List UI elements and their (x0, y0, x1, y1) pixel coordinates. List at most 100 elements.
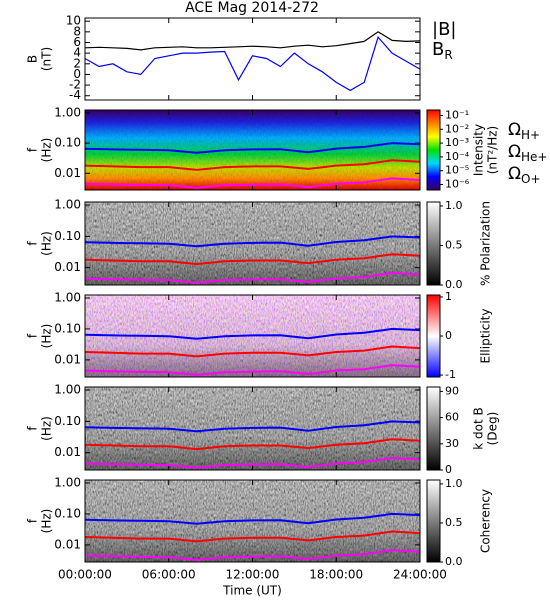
y-tick-label: 2 (73, 56, 81, 70)
legend-name: B (432, 39, 444, 60)
y-axis-title: (Hz) (40, 231, 54, 256)
legend-name: |B| (432, 19, 456, 40)
colorbar (426, 386, 441, 471)
y-tick-label: 1.00 (54, 198, 81, 212)
colorbar-tick-label: 0.5 (445, 516, 463, 529)
plot-frame (84, 201, 421, 286)
series-line (84, 271, 421, 284)
legend-subscript: R (444, 48, 452, 62)
colorbar-tick-label: 10⁻³ (445, 136, 469, 149)
y-axis-title: (Hz) (40, 509, 54, 534)
y-tick-label: 0.01 (54, 537, 81, 551)
y-tick-label: 0.10 (54, 136, 81, 150)
colorbar-title: % Polarization (479, 201, 493, 286)
series-line (84, 159, 421, 171)
plot-frame (84, 109, 421, 191)
y-tick-label: -4 (69, 88, 81, 102)
colorbar-tick-label: 60 (445, 411, 459, 424)
y-axis-title: f (26, 147, 40, 152)
colorbar-title: (nT²/Hz) (486, 126, 500, 174)
x-tick-label: 18:00:00 (309, 568, 363, 582)
y-tick-label: 10 (66, 14, 81, 28)
y-tick-label: 8 (73, 24, 81, 38)
plot-frame (84, 386, 421, 471)
plot-frame (84, 17, 421, 101)
series-line (84, 549, 421, 561)
series-line (84, 31, 421, 51)
y-tick-label: 6 (73, 35, 81, 49)
colorbar (426, 109, 441, 191)
legend-name: Ω (508, 120, 521, 140)
series-line (84, 253, 421, 266)
colorbar-title: k dot B (472, 407, 486, 449)
y-tick-label: 1.00 (54, 475, 81, 489)
series-line (84, 35, 421, 92)
legend-label: ΩO+ (508, 164, 541, 186)
colorbar-tick-label: 0 (445, 329, 452, 342)
y-axis-title: f (26, 426, 40, 431)
y-tick-label: 1.00 (54, 105, 81, 119)
colorbar (426, 294, 441, 378)
colorbar-tick-label: 0.0 (445, 278, 463, 291)
series-line (84, 345, 421, 358)
y-tick-label: 0.01 (54, 445, 81, 459)
legend-label: |B| (432, 19, 456, 40)
y-axis-title: f (26, 518, 40, 523)
colorbar-tick-label: 1.0 (445, 199, 463, 212)
plot-frame (84, 479, 421, 563)
colorbar-title: Intensity (472, 124, 486, 176)
colorbar-tick-label: 10⁻¹ (445, 108, 469, 121)
x-tick-label: 12:00:00 (226, 568, 280, 582)
y-axis-title: B (26, 55, 40, 63)
x-tick-label: 06:00:00 (142, 568, 196, 582)
colorbar-title: (Deg) (486, 412, 500, 446)
colorbar-tick-label: 0 (445, 463, 452, 476)
y-axis-title: (Hz) (40, 138, 54, 163)
series-line (84, 512, 421, 525)
y-tick-label: 0.01 (54, 260, 81, 274)
legend-subscript: H+ (521, 128, 540, 142)
colorbar-tick-label: 10⁻⁵ (445, 164, 469, 177)
colorbar-tick-label: 1 (445, 290, 452, 303)
y-tick-label: 0.10 (54, 229, 81, 243)
series-line (84, 530, 421, 543)
colorbar-tick-label: 0.0 (445, 555, 463, 568)
colorbar-tick-label: 0.5 (445, 238, 463, 251)
y-tick-label: 4 (73, 46, 81, 60)
colorbar-tick-label: 10⁻² (445, 122, 469, 135)
series-line (84, 142, 421, 154)
y-axis-title: (nT) (40, 47, 54, 71)
colorbar (426, 201, 441, 286)
legend-name: Ω (508, 142, 521, 162)
colorbar (426, 479, 441, 563)
y-axis-title: f (26, 241, 40, 246)
y-tick-label: 0 (73, 67, 81, 81)
colorbar-tick-label: 1.0 (445, 477, 463, 490)
chart-title: ACE Mag 2014-272 (185, 0, 319, 16)
colorbar-tick-label: 90 (445, 384, 459, 397)
legend-label: BR (432, 39, 453, 62)
series-line (84, 364, 421, 376)
colorbar-title: Ellipticity (479, 309, 493, 364)
y-axis-title: (Hz) (40, 324, 54, 349)
y-axis-title: (Hz) (40, 416, 54, 441)
y-tick-label: 0.10 (54, 506, 81, 520)
colorbar-title: Coherency (479, 489, 493, 553)
series-line (84, 456, 421, 469)
colorbar-tick-label: 10⁻⁴ (445, 150, 470, 163)
colorbar-tick-label: -1 (445, 368, 456, 381)
colorbar-tick-label: 30 (445, 437, 459, 450)
y-tick-label: 0.10 (54, 321, 81, 335)
legend-name: Ω (508, 164, 521, 184)
y-tick-label: 1.00 (54, 290, 81, 304)
x-axis-title: Time (UT) (222, 584, 282, 598)
plot-frame (84, 294, 421, 378)
legend-label: ΩHe+ (508, 142, 547, 164)
series-line (84, 420, 421, 433)
x-tick-label: 00:00:00 (58, 568, 112, 582)
legend-label: ΩH+ (508, 120, 540, 142)
series-line (84, 327, 421, 340)
y-tick-label: 0.10 (54, 414, 81, 428)
y-tick-label: 1.00 (54, 383, 81, 397)
